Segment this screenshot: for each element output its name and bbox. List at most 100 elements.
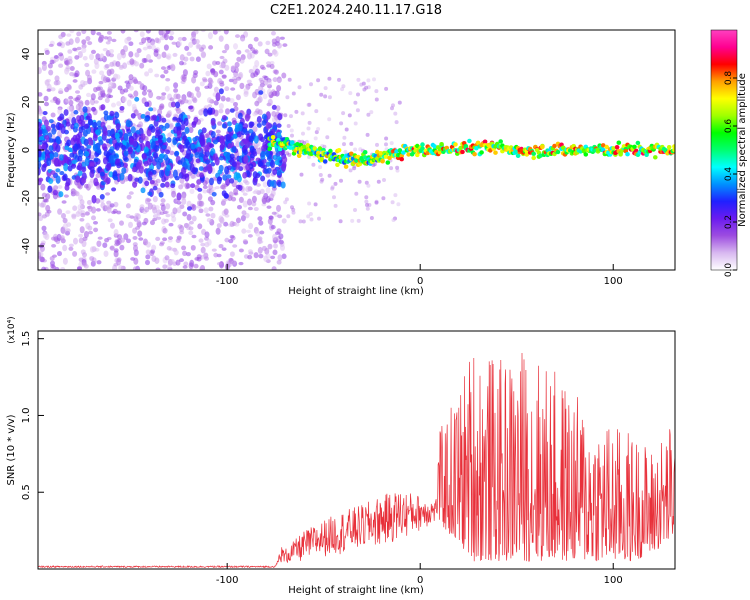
spectrogram-cell (258, 220, 264, 226)
spectrogram-cell (215, 92, 221, 102)
spectrogram-cell (313, 136, 318, 141)
spectrogram-cell (38, 67, 42, 75)
spectrogram-cell (182, 250, 188, 256)
spectrogram-cell (93, 177, 99, 187)
spectrogram-cell (98, 139, 104, 146)
spectrogram-cell (113, 229, 119, 236)
spectrogram-cell (226, 121, 232, 127)
spectrogram-cell (137, 176, 143, 184)
spectrogram-cell (176, 235, 182, 240)
spectrogram-cell (145, 249, 151, 255)
spectrogram-cell (197, 223, 203, 230)
snr-y-tick-label: 1.0 (21, 407, 32, 423)
spectrogram-cell (272, 90, 278, 97)
spectrogram-cell (106, 200, 112, 205)
spectrogram-cell (99, 193, 105, 200)
spectrogram-cell (340, 87, 345, 92)
spectrogram-cell (40, 200, 46, 208)
spectrogram-cell (208, 45, 214, 50)
snr-x-tick-label: -100 (216, 575, 239, 586)
spectrogram-cell (270, 135, 276, 140)
spectrogram-cell (54, 75, 60, 82)
spectrogram-cell (133, 30, 139, 33)
spectrogram-cell (58, 191, 64, 198)
spectrogram-cell (206, 217, 212, 223)
spectrogram-cell (131, 166, 137, 173)
spectrogram-cell (262, 93, 268, 100)
spectrogram-cell (219, 143, 225, 151)
spectrogram-cell (61, 200, 67, 204)
spectrogram-cell (276, 131, 282, 139)
spectrogram-cell (140, 113, 146, 119)
spectrogram-cell (80, 79, 86, 86)
spectrogram-cell (265, 132, 271, 137)
spectrogram-cell (138, 121, 144, 129)
spectrogram-cell (189, 56, 195, 62)
spectrogram-cell (123, 133, 129, 142)
spectrogram-cell (150, 44, 156, 51)
spectrogram-cell (191, 76, 197, 84)
spectrogram-cell (69, 71, 75, 77)
snr-x-label: Height of straight line (km) (288, 585, 424, 596)
spectrogram-cell (109, 68, 115, 75)
spectrogram-cell (247, 43, 253, 50)
spectrogram-cell (254, 100, 260, 107)
spectrogram-cell (67, 165, 73, 172)
spectrogram-cell (89, 170, 95, 178)
spectrogram-cell (74, 36, 80, 44)
spectrogram-cell (297, 85, 302, 90)
spectrogram-cell (202, 189, 208, 194)
spectrogram-cell (327, 173, 332, 178)
spectrogram-cell (140, 133, 146, 141)
spectrogram-cell (145, 30, 151, 34)
spectrogram-cell (106, 115, 112, 121)
spectrogram-cell (221, 190, 227, 197)
spectrogram-cell (317, 146, 323, 151)
spectrogram-cell (169, 259, 175, 265)
spectrogram-cell (99, 198, 105, 204)
spectrogram-cell (362, 155, 368, 160)
spectrogram-cell (66, 33, 72, 37)
spectrogram-cell (247, 234, 253, 238)
spectrogram-cell (132, 266, 138, 270)
spectrogram-cell (202, 166, 208, 173)
spectrogram-cell (343, 164, 349, 169)
spectrogram-cell (261, 113, 267, 120)
spectrogram-cell (53, 185, 59, 191)
spectrogram-cell (57, 130, 63, 138)
spectrogram-cell (188, 41, 194, 48)
spectrogram-cell (114, 242, 119, 247)
spectrogram-cell (307, 120, 312, 125)
spectrogram-cell (235, 34, 240, 38)
spectrogram-cell (272, 233, 278, 241)
spectrogram-cell (103, 110, 109, 116)
spectrogram-cell (176, 126, 182, 131)
spectrogram-cell (74, 96, 80, 103)
spectrogram-cell (102, 48, 108, 52)
spectrogram-cell (109, 110, 115, 117)
spectrogram-cell (38, 212, 42, 217)
snr-y-tick-label: 0.5 (21, 484, 32, 500)
spectrogram-cell (252, 151, 258, 157)
spectrogram-cell (109, 61, 115, 67)
snr-frame (37, 330, 676, 570)
spectrogram-cell (42, 140, 48, 145)
spectrogram-cell (458, 145, 464, 151)
spectrogram-cell (260, 175, 266, 182)
spectrogram-cell (140, 187, 146, 194)
spectrogram-cell (472, 152, 477, 157)
spectrogram-cell (188, 92, 194, 99)
spectrogram-cell (364, 195, 369, 200)
spectrogram-cell (119, 64, 125, 69)
spectrogram-cell (173, 249, 179, 256)
spectrogram-cell (218, 35, 224, 42)
spectrogram-cell (266, 61, 271, 66)
spectrogram-cell (255, 230, 261, 237)
spectrogram-cell (406, 152, 411, 157)
spectrogram-cell (91, 215, 96, 221)
spectrogram-cell (540, 144, 545, 150)
spectrogram-cell (215, 60, 221, 66)
spectrogram-cell (77, 204, 83, 211)
spectrogram-cell (99, 171, 105, 177)
spectrogram-cell (253, 189, 259, 193)
